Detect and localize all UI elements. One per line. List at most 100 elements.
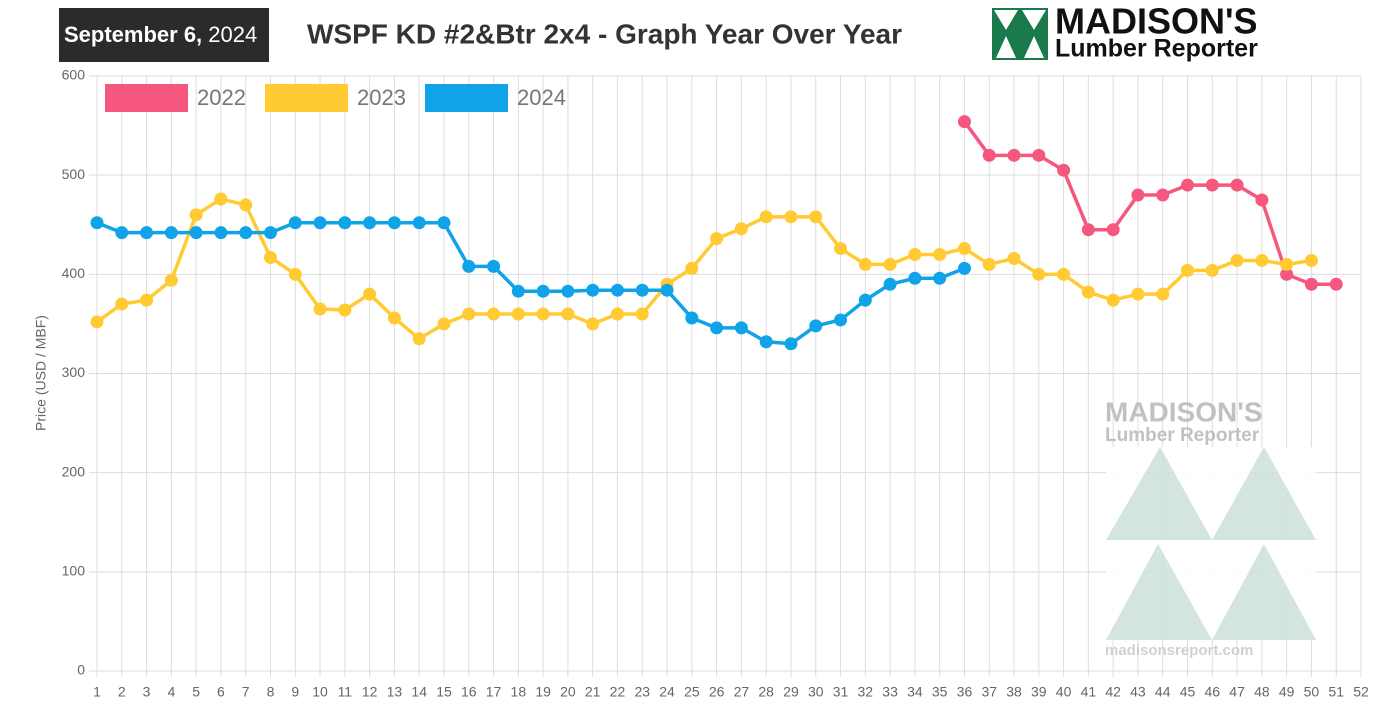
x-tick-label: 44 (1155, 684, 1171, 700)
x-tick-label: 23 (634, 684, 650, 700)
point (462, 307, 476, 321)
point (214, 226, 228, 240)
x-tick-label: 40 (1056, 684, 1072, 700)
point (734, 321, 748, 335)
x-tick-label: 37 (981, 684, 997, 700)
point (908, 271, 922, 285)
point (1329, 277, 1343, 291)
y-tick-label: 600 (62, 67, 86, 83)
date-box (59, 8, 269, 62)
point (1032, 267, 1046, 281)
point (957, 261, 971, 275)
point (115, 226, 129, 240)
point (412, 332, 426, 346)
point (957, 115, 971, 129)
y-axis-label: Price (USD / MBF) (33, 315, 49, 431)
point (1255, 193, 1269, 207)
x-tick-label: 42 (1105, 684, 1121, 700)
point (1007, 251, 1021, 265)
point (759, 210, 773, 224)
point (858, 257, 872, 271)
x-tick-label: 15 (436, 684, 452, 700)
point (462, 259, 476, 273)
legend-label: 2023 (357, 85, 406, 110)
point (164, 273, 178, 287)
x-tick-label: 21 (585, 684, 601, 700)
point (1280, 267, 1294, 281)
x-tick-label: 11 (338, 684, 353, 700)
x-tick-label: 10 (312, 684, 328, 700)
point (412, 216, 426, 230)
point (784, 337, 798, 351)
point (487, 259, 501, 273)
x-tick-label: 6 (217, 684, 225, 700)
point (1181, 178, 1195, 192)
point (263, 226, 277, 240)
y-tick-label: 400 (62, 265, 86, 281)
legend-label: 2022 (197, 85, 246, 110)
point (1230, 178, 1244, 192)
x-tick-label: 43 (1130, 684, 1146, 700)
x-tick-label: 51 (1328, 684, 1344, 700)
point (809, 210, 823, 224)
point (164, 226, 178, 240)
series-line (963, 120, 1337, 286)
point (1205, 263, 1219, 277)
point (1156, 188, 1170, 202)
x-tick-label: 31 (833, 684, 849, 700)
point (610, 283, 624, 297)
point (140, 293, 154, 307)
x-tick-label: 32 (858, 684, 874, 700)
watermark-name: MADISON'S (1105, 396, 1263, 427)
point (1131, 287, 1145, 301)
point (834, 242, 848, 256)
point (1230, 253, 1244, 267)
point (734, 222, 748, 236)
point (834, 313, 848, 327)
x-tick-label: 24 (659, 684, 675, 700)
point (1304, 253, 1318, 267)
x-tick-label: 9 (291, 684, 299, 700)
logo-icon (992, 8, 1048, 60)
point (1106, 293, 1120, 307)
point (189, 226, 203, 240)
point (685, 311, 699, 325)
x-tick-label: 14 (411, 684, 427, 700)
x-tick-label: 17 (486, 684, 502, 700)
point (536, 307, 550, 321)
point (957, 242, 971, 256)
x-tick-label: 28 (758, 684, 774, 700)
x-tick-label: 19 (535, 684, 551, 700)
legend-swatch (105, 84, 188, 112)
point (858, 293, 872, 307)
series-line (95, 197, 1312, 341)
logo-sub: Lumber Reporter (1055, 35, 1258, 63)
point (1057, 267, 1071, 281)
legend-swatch (425, 84, 508, 112)
x-tick-label: 13 (387, 684, 403, 700)
point (90, 315, 104, 329)
x-tick-label: 47 (1229, 684, 1245, 700)
point (710, 321, 724, 335)
point (239, 226, 253, 240)
point (1081, 285, 1095, 299)
point (635, 283, 649, 297)
point (610, 307, 624, 321)
point (1032, 148, 1046, 162)
x-tick-label: 41 (1081, 684, 1097, 700)
x-tick-label: 2 (118, 684, 126, 700)
point (784, 210, 798, 224)
x-tick-label: 36 (957, 684, 973, 700)
x-tick-label: 7 (242, 684, 250, 700)
x-tick-label: 8 (267, 684, 275, 700)
x-tick-label: 18 (511, 684, 527, 700)
x-tick-label: 3 (143, 684, 151, 700)
point (338, 216, 352, 230)
x-tick-label: 20 (560, 684, 576, 700)
x-tick-label: 48 (1254, 684, 1270, 700)
x-tick-label: 5 (192, 684, 200, 700)
x-tick-label: 34 (907, 684, 923, 700)
x-tick-label: 46 (1205, 684, 1221, 700)
x-tick-label: 16 (461, 684, 477, 700)
point (437, 317, 451, 331)
